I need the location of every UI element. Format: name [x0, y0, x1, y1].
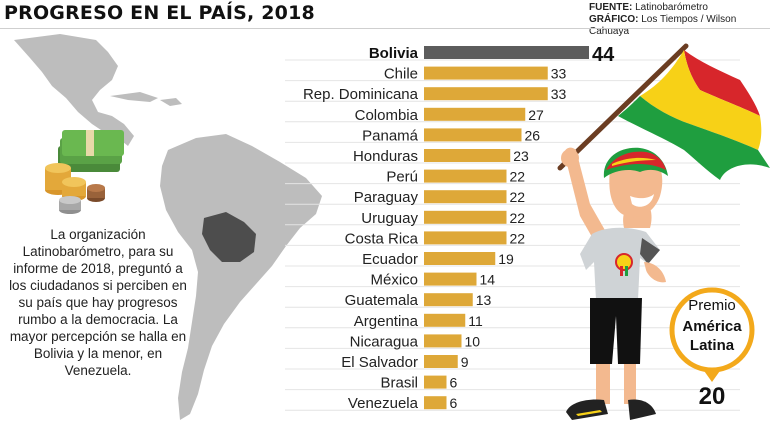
value-label: 27 — [528, 107, 544, 123]
value-label: 6 — [450, 375, 458, 391]
category-label: Colombia — [355, 107, 419, 124]
value-label: 22 — [510, 210, 526, 226]
category-label: Chile — [384, 66, 418, 83]
graphic-value: Los Tiempos / Wilson Cahuaya — [589, 14, 737, 37]
badge-value: 20 — [699, 383, 726, 410]
bar-el-salvador — [424, 355, 458, 368]
category-label: Perú — [386, 169, 418, 186]
category-label: Panamá — [362, 127, 419, 144]
source-value: Latinobarómetro — [635, 2, 708, 13]
category-label: Costa Rica — [345, 230, 419, 247]
map-hispaniola — [160, 98, 182, 106]
value-label: 33 — [551, 86, 567, 102]
category-label: Argentina — [354, 313, 419, 330]
flag-red-stripe — [684, 50, 760, 116]
category-label: Bolivia — [369, 45, 419, 62]
chart-grid — [285, 59, 740, 411]
bar-honduras — [424, 149, 511, 162]
bar-brasil — [424, 375, 447, 389]
flag-green-stripe — [618, 96, 770, 180]
category-label: El Salvador — [341, 354, 418, 371]
value-label: 26 — [525, 127, 541, 143]
value-label: 23 — [513, 148, 529, 164]
bar-chile — [424, 66, 548, 80]
map-north-america — [14, 34, 134, 146]
category-label: Venezuela — [348, 395, 419, 412]
value-label: 22 — [510, 230, 526, 246]
graphic-label: GRÁFICO: — [589, 14, 639, 25]
bar-m-xico — [424, 272, 477, 286]
chart-title: PROGRESO EN EL PAÍS, 2018 — [4, 2, 315, 24]
chart-caption: La organización Latinobarómetro, para su… — [9, 227, 187, 378]
chart-bars — [424, 46, 589, 410]
badge-line-2: América — [682, 318, 742, 335]
value-label: 19 — [498, 251, 514, 267]
bar-venezuela — [424, 396, 447, 410]
badge-line-1: Premio — [688, 297, 736, 314]
bar-ecuador — [424, 252, 496, 265]
category-label: Guatemala — [345, 292, 419, 309]
boy-illustration — [561, 147, 668, 420]
bar-panam- — [424, 128, 522, 142]
bar-uruguay — [424, 210, 507, 224]
bar-colombia — [424, 107, 526, 121]
flag-yellow-stripe — [640, 50, 762, 150]
map-cuba — [110, 92, 158, 102]
category-label: Paraguay — [354, 189, 419, 206]
category-label: Honduras — [353, 148, 418, 165]
bar-nicaragua — [424, 334, 462, 348]
map-south-america — [160, 134, 322, 420]
category-labels: Bolivia Chile Rep. Dominicana Colombia Panam… — [303, 45, 419, 412]
bar-argentina — [424, 313, 466, 327]
category-label: Uruguay — [361, 210, 418, 227]
value-label: 22 — [510, 189, 526, 205]
award-badge: Premio América Latina 20 — [669, 287, 755, 410]
value-label: 11 — [468, 313, 483, 329]
credits: FUENTE: Latinobarómetro GRÁFICO: Los Tie… — [589, 2, 764, 38]
bar-rep-dominicana — [424, 87, 548, 101]
source-label: FUENTE: — [589, 2, 633, 13]
category-label: Nicaragua — [350, 333, 419, 350]
value-label: 14 — [480, 272, 496, 288]
bar-paraguay — [424, 190, 507, 204]
badge-line-3: Latina — [690, 337, 735, 354]
category-label: México — [370, 272, 418, 289]
value-label: 9 — [461, 354, 469, 370]
value-label: 10 — [465, 333, 481, 349]
category-label: Ecuador — [362, 251, 418, 268]
map-bolivia — [202, 212, 256, 262]
money-stack-icon — [45, 130, 124, 214]
bar-guatemala — [424, 293, 473, 307]
header-divider — [0, 28, 770, 29]
category-label: Rep. Dominicana — [303, 86, 419, 103]
value-label: 33 — [551, 66, 567, 82]
bar-costa-rica — [424, 231, 507, 245]
bar-bolivia — [424, 46, 589, 59]
value-label: 13 — [476, 292, 492, 308]
value-label: 22 — [510, 169, 526, 185]
bolivia-flag-illustration — [557, 43, 770, 180]
latin-america-map — [14, 34, 322, 420]
value-label: 44 — [592, 44, 615, 66]
bar-per- — [424, 169, 507, 183]
value-label: 6 — [450, 395, 458, 411]
category-label: Brasil — [380, 375, 418, 392]
